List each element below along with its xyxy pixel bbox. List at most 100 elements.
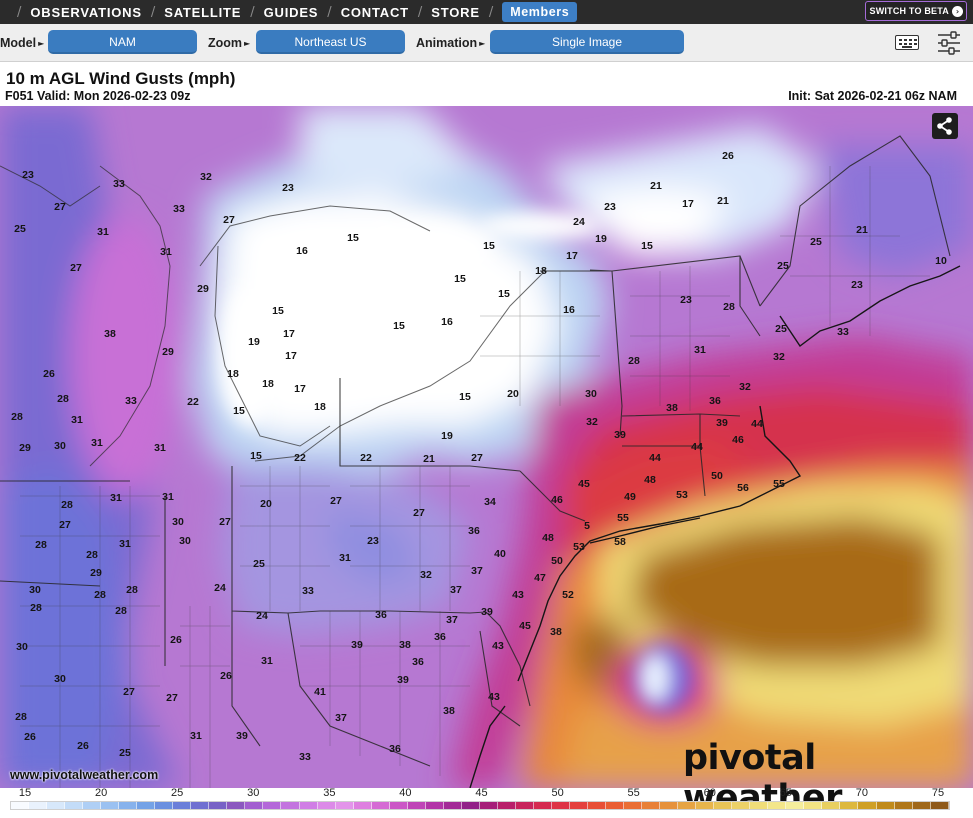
gust-value-label: 45 xyxy=(519,620,531,632)
top-nav-bar: / OBSERVATIONS / SATELLITE / GUIDES / CO… xyxy=(0,0,973,24)
nav-guides[interactable]: GUIDES xyxy=(263,4,319,20)
gust-value-label: 26 xyxy=(722,150,734,162)
nav-separator: / xyxy=(150,4,156,20)
gust-value-label: 36 xyxy=(389,743,401,755)
share-button[interactable] xyxy=(932,113,958,139)
gust-value-label: 10 xyxy=(935,255,947,267)
colorbar-swatch xyxy=(660,802,679,809)
gust-value-label: 26 xyxy=(43,368,55,380)
gust-value-label: 15 xyxy=(641,240,653,252)
gust-value-label: 15 xyxy=(498,288,510,300)
gust-value-label: 27 xyxy=(330,495,342,507)
gust-value-label: 56 xyxy=(737,482,749,494)
nav-store[interactable]: STORE xyxy=(431,4,480,20)
control-bar: Model ► NAM Zoom ► Northeast US Animation ►… xyxy=(0,24,973,62)
switch-to-beta-label: SWITCH TO BETA xyxy=(869,6,949,16)
gust-value-label: 22 xyxy=(294,452,306,464)
gust-value-label: 43 xyxy=(488,691,500,703)
colorbar-swatch xyxy=(137,802,156,809)
map-title: 10 m AGL Wind Gusts (mph) xyxy=(6,69,236,88)
gust-value-label: 27 xyxy=(413,507,425,519)
nav-separator: / xyxy=(17,4,22,20)
colorbar-swatch xyxy=(551,802,570,809)
colorbar-swatch xyxy=(912,802,931,809)
gust-value-label: 27 xyxy=(223,214,235,226)
gust-value-label: 44 xyxy=(751,418,763,430)
gust-value-label: 30 xyxy=(172,516,184,528)
colorbar-swatch xyxy=(371,802,390,809)
gust-value-label: 32 xyxy=(200,171,212,183)
gust-value-label: 31 xyxy=(154,442,166,454)
colorbar-swatch xyxy=(461,802,480,809)
gust-value-label: 39 xyxy=(716,417,728,429)
colorbar-swatch xyxy=(822,802,841,809)
nav-members-button[interactable]: Members xyxy=(502,2,578,22)
gust-value-label: 45 xyxy=(578,478,590,490)
gust-value-label: 23 xyxy=(680,294,692,306)
gust-value-label: 43 xyxy=(492,640,504,652)
colorbar-tick-label: 15 xyxy=(18,787,32,799)
keyboard-icon[interactable] xyxy=(895,35,919,50)
gust-value-label: 24 xyxy=(573,216,585,228)
colorbar-swatch xyxy=(299,802,318,809)
nav-satellite[interactable]: SATELLITE xyxy=(164,4,242,20)
gust-value-label: 27 xyxy=(123,686,135,698)
gust-value-label: 23 xyxy=(604,201,616,213)
nav-separator: / xyxy=(488,4,494,20)
gust-value-label: 21 xyxy=(717,195,729,207)
gust-value-label: 28 xyxy=(126,584,138,596)
colorbar-swatch xyxy=(606,802,625,809)
gust-value-label: 20 xyxy=(507,388,519,400)
gust-value-label: 18 xyxy=(535,265,547,277)
gust-value-label: 17 xyxy=(682,198,694,210)
nav-contact[interactable]: CONTACT xyxy=(340,4,409,20)
colorbar-swatch xyxy=(696,802,715,809)
gust-value-label: 28 xyxy=(35,539,47,551)
gust-value-label: 31 xyxy=(190,730,202,742)
colorbar-swatch xyxy=(425,802,444,809)
colorbar-swatch xyxy=(624,802,643,809)
colorbar-swatch xyxy=(858,802,877,809)
switch-to-beta-button[interactable]: SWITCH TO BETA › xyxy=(864,1,967,21)
gust-value-label: 28 xyxy=(11,411,23,423)
gust-value-label: 15 xyxy=(483,240,495,252)
model-select[interactable]: NAM xyxy=(48,30,197,54)
forecast-map[interactable]: 23 33 32 23 27 33 27 25 31 15 16 31 27 29 15 17 19 38 29 17… xyxy=(0,106,973,788)
gust-value-label: 31 xyxy=(339,552,351,564)
gust-value-label: 25 xyxy=(777,260,789,272)
gust-value-label: 29 xyxy=(90,567,102,579)
gust-value-label: 28 xyxy=(628,355,640,367)
gust-value-label: 22 xyxy=(187,396,199,408)
colorbar-tick-label: 45 xyxy=(475,787,488,799)
colorbar-swatch xyxy=(588,802,607,809)
colorbar-swatch xyxy=(840,802,859,809)
gust-value-label: 23 xyxy=(851,279,863,291)
gust-value-label: 19 xyxy=(248,336,260,348)
triangle-right-icon: ► xyxy=(38,39,45,48)
gust-value-label: 31 xyxy=(119,538,131,550)
gust-value-label: 21 xyxy=(423,453,435,465)
colorbar-swatch xyxy=(678,802,697,809)
gust-value-label: 17 xyxy=(294,383,306,395)
colorbar-swatch xyxy=(263,802,282,809)
zoom-label: Zoom ► xyxy=(208,36,251,50)
nav-observations[interactable]: OBSERVATIONS xyxy=(30,4,142,20)
colorbar-tick-label: 50 xyxy=(551,787,564,799)
gust-value-label: 29 xyxy=(19,442,31,454)
gust-value-label: 33 xyxy=(125,395,137,407)
zoom-select[interactable]: Northeast US xyxy=(256,30,405,54)
gust-value-label: 15 xyxy=(233,405,245,417)
colorbar-tick-label: 35 xyxy=(323,787,336,799)
colorbar-swatch xyxy=(930,802,949,809)
gust-value-label: 32 xyxy=(420,569,432,581)
gust-value-label: 22 xyxy=(360,452,372,464)
gust-value-label: 34 xyxy=(484,496,496,508)
animation-select[interactable]: Single Image xyxy=(490,30,684,54)
gust-value-label: 18 xyxy=(314,401,326,413)
gust-value-label: 28 xyxy=(15,711,27,723)
gust-value-label: 31 xyxy=(160,246,172,258)
sliders-icon[interactable] xyxy=(936,31,962,55)
gust-value-label: 15 xyxy=(250,450,262,462)
site-url-watermark: www.pivotalweather.com xyxy=(10,768,159,782)
gust-value-label: 23 xyxy=(367,535,379,547)
